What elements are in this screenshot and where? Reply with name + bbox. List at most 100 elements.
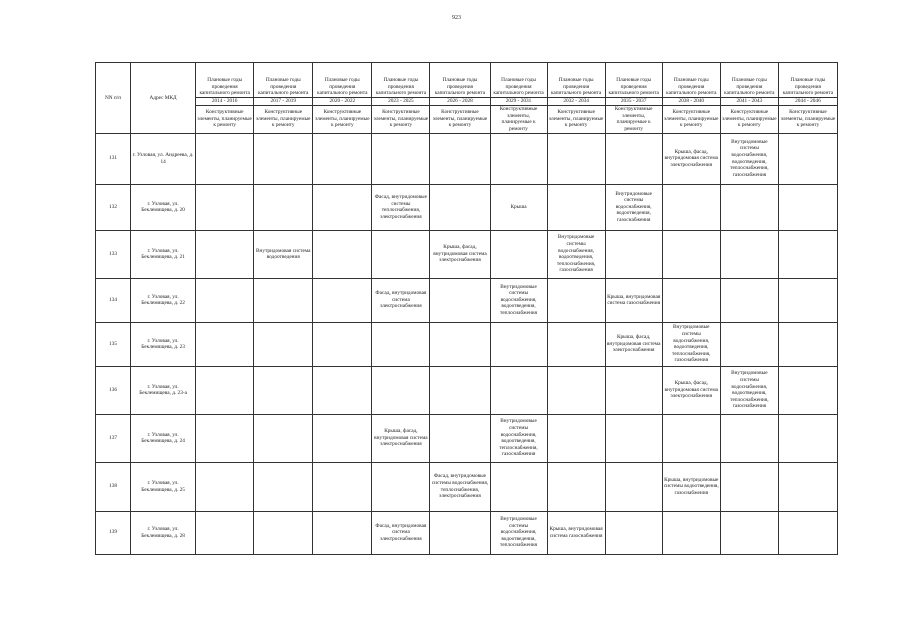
header-period-years: 2020 - 2022 — [312, 97, 373, 106]
repair-elements-cell — [777, 321, 839, 367]
repair-elements-cell — [429, 132, 491, 185]
repair-elements-cell — [661, 277, 721, 323]
repair-elements-cell — [777, 510, 839, 555]
row-number: 139 — [94, 510, 132, 555]
repair-elements-cell — [253, 413, 314, 463]
header-period-years: 2029 - 2031 — [489, 97, 548, 106]
repair-elements-cell — [604, 510, 663, 555]
repair-elements-cell — [195, 510, 255, 555]
repair-elements-cell — [312, 413, 373, 463]
row-number: 136 — [94, 365, 132, 415]
header-elements-label: Конструктивные элементы, планируемые к р… — [777, 104, 839, 134]
header-elements-label: Конструктивные элементы, планируемые к р… — [546, 104, 606, 134]
repair-elements-cell: Внутридомовые системы водоснабжения, вод… — [719, 132, 779, 185]
repair-elements-cell — [604, 229, 663, 279]
header-elements-label: Конструктивные элементы, планируемые к р… — [312, 104, 373, 134]
repair-elements-cell: Крыша, внутридомовые системы водоотведен… — [661, 461, 721, 512]
repair-elements-cell — [777, 132, 839, 185]
repair-elements-cell — [312, 365, 373, 415]
repair-elements-cell — [429, 365, 491, 415]
repair-elements-cell — [719, 321, 779, 367]
repair-elements-cell — [429, 277, 491, 323]
header-period-label: Плановые годы проведения капитального ре… — [429, 62, 491, 98]
repair-elements-cell — [546, 365, 606, 415]
repair-elements-cell — [253, 321, 314, 367]
repair-elements-cell — [195, 183, 255, 231]
row-number: 133 — [94, 229, 132, 279]
repair-elements-cell — [253, 510, 314, 555]
row-address: г. Узловая, ул. Беклемищева, д. 25 — [130, 461, 197, 512]
header-period-years: 2026 - 2028 — [429, 97, 491, 106]
header-period-label: Плановые годы проведения капитального ре… — [253, 62, 314, 98]
header-num: NN п/п — [94, 62, 132, 134]
row-number: 137 — [94, 413, 132, 463]
header-period-years: 2038 - 2040 — [661, 97, 721, 106]
repair-elements-cell — [312, 277, 373, 323]
header-elements-label: Конструктивные элементы, планируемые к р… — [489, 104, 548, 134]
header-elements-label: Конструктивные элементы, планируемые к р… — [661, 104, 721, 134]
repair-elements-cell — [777, 365, 839, 415]
table-row: 133 г. Узловая, ул. Беклемищева, д. 21 Вну… — [94, 229, 839, 279]
repair-elements-cell — [253, 461, 314, 512]
repair-elements-cell — [719, 229, 779, 279]
header-period-label: Плановые годы проведения капитального ре… — [489, 62, 548, 98]
row-number: 132 — [94, 183, 132, 231]
capital-repair-table: NN п/п Адрес МКД Плановые годы проведения … — [94, 62, 839, 555]
repair-elements-cell — [253, 277, 314, 323]
row-address: г. Узловая, ул. Беклемищева, д. 24 — [130, 413, 197, 463]
header-period-years: 2014 - 2016 — [195, 97, 255, 106]
repair-elements-cell — [604, 461, 663, 512]
repair-elements-cell — [719, 277, 779, 323]
header-row-elements: Конструктивные элементы, планируемые к р… — [96, 104, 839, 134]
row-address: г. Узловая, ул. Беклемищева, д. 23 — [130, 321, 197, 367]
repair-elements-cell — [429, 321, 491, 367]
header-elements-label: Конструктивные элементы, планируемые к р… — [371, 104, 431, 134]
header-row-years: 2014 - 2016 2017 - 2019 2020 - 2022 2023 - … — [96, 97, 839, 106]
header-elements-label: Конструктивные элементы, планируемые к р… — [604, 104, 663, 134]
table-row: 139 г. Узловая, ул. Беклемищева, д. 28 Фас… — [94, 510, 839, 555]
table-row: 132 г. Узловая, ул. Беклемищева, д. 20 Фас… — [94, 183, 839, 231]
repair-elements-cell — [195, 229, 255, 279]
repair-elements-cell — [777, 277, 839, 323]
repair-elements-cell — [312, 321, 373, 367]
repair-elements-cell — [546, 183, 606, 231]
repair-elements-cell: Фасад, внутридомовая система электроснаб… — [371, 277, 431, 323]
row-address: г. Узловая, ул. Беклемищева, д. 20 — [130, 183, 197, 231]
table-row: 138 г. Узловая, ул. Беклемищева, д. 25 Фас… — [94, 461, 839, 512]
repair-elements-cell — [312, 510, 373, 555]
header-period-years: 2023 - 2025 — [371, 97, 431, 106]
repair-elements-cell: Крыша — [489, 183, 548, 231]
repair-elements-cell — [777, 461, 839, 512]
repair-elements-cell — [719, 510, 779, 555]
repair-elements-cell: Внутридомовые системы водоснабжения, вод… — [604, 183, 663, 231]
repair-elements-cell — [777, 413, 839, 463]
repair-elements-cell — [195, 365, 255, 415]
row-number: 138 — [94, 461, 132, 512]
table-row: 137 г. Узловая, ул. Беклемищева, д. 24 Кры… — [94, 413, 839, 463]
repair-elements-cell — [371, 321, 431, 367]
table-row: 134 г. Узловая, ул. Беклемищева, д. 22 Фас… — [94, 277, 839, 323]
repair-elements-cell — [546, 321, 606, 367]
repair-elements-cell — [604, 365, 663, 415]
header-period-years: 2032 - 2034 — [546, 97, 606, 106]
repair-elements-cell — [429, 183, 491, 231]
repair-elements-cell: Крыша, фасад, внутридомовая система элек… — [429, 229, 491, 279]
header-period-label: Плановые годы проведения капитального ре… — [661, 62, 721, 98]
repair-elements-cell — [661, 229, 721, 279]
repair-elements-cell — [371, 229, 431, 279]
header-period-label: Плановые годы проведения капитального ре… — [195, 62, 255, 98]
repair-elements-cell: Внутридомовые системы водоснабжения, вод… — [661, 321, 721, 367]
row-number: 134 — [94, 277, 132, 323]
repair-elements-cell — [312, 461, 373, 512]
header-elements-label: Конструктивные элементы, планируемые к р… — [429, 104, 491, 134]
repair-elements-cell — [489, 132, 548, 185]
row-address: г. Узловая, ул. Беклемищева, д. 28 — [130, 510, 197, 555]
table-row: 135 г. Узловая, ул. Беклемищева, д. 23 Кры… — [94, 321, 839, 367]
header-period-label: Плановые годы проведения капитального ре… — [777, 62, 839, 98]
repair-elements-cell — [546, 132, 606, 185]
header-period-years: 2044 - 2046 — [777, 97, 839, 106]
header-address: Адрес МКД — [130, 62, 197, 134]
table-row: 131 г. Узловая, ул. Андреева, д. 14 Крыша,… — [94, 132, 839, 185]
repair-elements-cell — [489, 229, 548, 279]
repair-elements-cell — [719, 183, 779, 231]
